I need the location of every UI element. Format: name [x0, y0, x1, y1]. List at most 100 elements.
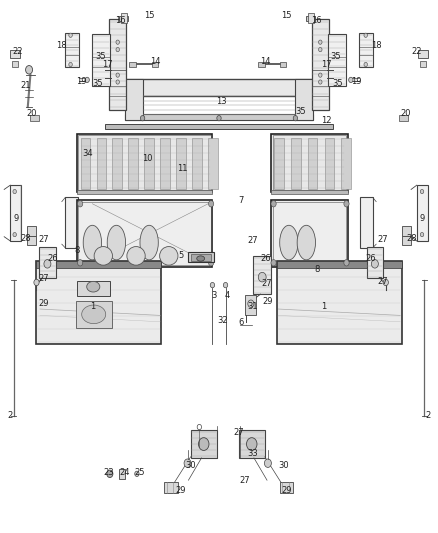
Bar — [272, 134, 348, 192]
Ellipse shape — [297, 225, 315, 260]
Circle shape — [364, 33, 367, 37]
Bar — [113, 138, 122, 189]
Bar — [253, 256, 272, 294]
Text: 35: 35 — [331, 52, 341, 61]
Bar — [291, 138, 301, 189]
Bar — [341, 138, 351, 189]
Bar — [160, 138, 170, 189]
Circle shape — [318, 47, 322, 52]
Text: 16: 16 — [311, 17, 321, 26]
Text: 29: 29 — [263, 296, 273, 305]
Circle shape — [318, 40, 322, 44]
Text: 27: 27 — [38, 273, 49, 282]
Text: 2: 2 — [425, 411, 430, 420]
Text: 28: 28 — [406, 235, 417, 244]
Bar — [192, 138, 202, 189]
Ellipse shape — [107, 225, 126, 260]
Bar — [403, 236, 411, 245]
Bar — [191, 430, 217, 458]
Text: 29: 29 — [175, 486, 186, 495]
Text: 15: 15 — [144, 11, 154, 20]
Bar — [187, 252, 214, 262]
Text: 29: 29 — [282, 486, 292, 495]
Bar — [191, 254, 211, 261]
Text: 35: 35 — [332, 78, 343, 87]
Bar — [328, 34, 346, 86]
Ellipse shape — [87, 281, 100, 292]
Bar — [27, 236, 35, 245]
Ellipse shape — [81, 305, 106, 324]
Text: 28: 28 — [21, 235, 32, 244]
Bar — [120, 469, 125, 479]
Circle shape — [420, 189, 424, 193]
Text: 8: 8 — [314, 265, 320, 273]
Circle shape — [293, 116, 297, 121]
Bar — [239, 430, 265, 458]
Circle shape — [135, 471, 139, 477]
Text: 17: 17 — [102, 60, 113, 69]
Bar — [367, 247, 383, 278]
Text: 8: 8 — [74, 246, 80, 255]
Bar — [130, 62, 136, 67]
Text: 26: 26 — [366, 254, 376, 263]
Bar — [12, 61, 18, 67]
Text: 26: 26 — [47, 254, 57, 263]
Bar — [39, 247, 56, 278]
Text: 3: 3 — [211, 291, 216, 300]
Circle shape — [25, 66, 32, 74]
Circle shape — [210, 282, 215, 288]
Bar — [121, 13, 127, 23]
Bar — [109, 19, 127, 110]
Text: 19: 19 — [76, 77, 87, 86]
Text: 35: 35 — [296, 107, 307, 116]
Circle shape — [83, 148, 89, 156]
Bar — [399, 115, 408, 122]
Text: 35: 35 — [92, 78, 103, 87]
Text: 31: 31 — [247, 302, 258, 311]
Circle shape — [318, 80, 322, 84]
Circle shape — [318, 73, 322, 77]
Bar — [78, 135, 211, 190]
Ellipse shape — [83, 225, 102, 260]
Circle shape — [78, 200, 83, 207]
Bar — [164, 482, 177, 494]
Circle shape — [69, 62, 72, 67]
Bar — [11, 185, 21, 241]
Bar — [125, 79, 143, 120]
Bar — [176, 138, 186, 189]
Bar — [417, 185, 427, 241]
Text: 22: 22 — [411, 47, 422, 55]
Text: 25: 25 — [134, 468, 145, 477]
Ellipse shape — [280, 225, 298, 260]
Bar — [92, 34, 110, 86]
Text: 20: 20 — [401, 109, 411, 118]
Circle shape — [116, 80, 120, 84]
Circle shape — [78, 260, 83, 266]
Bar — [275, 138, 284, 189]
Circle shape — [344, 260, 349, 266]
Circle shape — [13, 189, 16, 193]
Bar — [128, 138, 138, 189]
Text: 27: 27 — [239, 476, 250, 484]
Bar — [125, 79, 313, 96]
Circle shape — [141, 116, 145, 121]
Ellipse shape — [140, 225, 158, 260]
Circle shape — [44, 260, 51, 268]
Bar — [273, 201, 346, 265]
Bar — [311, 19, 329, 110]
Text: 27: 27 — [378, 236, 388, 245]
Bar — [359, 33, 373, 67]
Text: 21: 21 — [21, 81, 31, 90]
Circle shape — [265, 459, 272, 467]
Bar — [308, 138, 318, 189]
Bar — [77, 190, 212, 193]
Bar — [280, 482, 293, 494]
Text: 17: 17 — [321, 60, 331, 69]
Bar — [77, 200, 212, 266]
Circle shape — [107, 470, 113, 478]
Text: 27: 27 — [262, 279, 272, 288]
Bar — [280, 62, 286, 67]
Bar — [27, 226, 35, 236]
Bar — [272, 200, 348, 266]
Bar — [76, 301, 112, 328]
